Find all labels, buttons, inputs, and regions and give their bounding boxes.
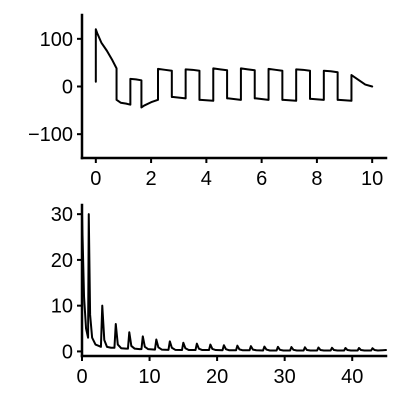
bottom-x-tick-label: 20 — [206, 366, 228, 388]
top-y-tick-label: −100 — [28, 124, 73, 146]
top-series-line-0 — [94, 28, 374, 109]
top-x-tick-label: 10 — [361, 168, 383, 190]
bottom-series-line-0 — [81, 213, 387, 352]
top-x-tick-label: 2 — [146, 168, 157, 190]
bottom-x-tick-label: 10 — [138, 366, 160, 388]
chart-top: 0 2 4 6 8 10 100 0 −100 — [28, 13, 388, 190]
bottom-y-tick-label: 0 — [62, 341, 73, 363]
bottom-y-tick-label: 30 — [51, 204, 73, 226]
chart-bottom: 0 10 20 30 40 30 20 10 0 — [51, 203, 388, 388]
bottom-x-tick-label: 30 — [274, 366, 296, 388]
top-x-tick-label: 4 — [201, 168, 212, 190]
top-x-tick-label: 0 — [90, 168, 101, 190]
bottom-y-tick-label: 20 — [51, 250, 73, 272]
top-y-tick-label: 0 — [62, 77, 73, 99]
top-x-tick-label: 8 — [311, 168, 322, 190]
bottom-x-tick-label: 0 — [76, 366, 87, 388]
top-x-tick-label: 6 — [256, 168, 267, 190]
top-y-tick-label: 100 — [40, 29, 73, 51]
bottom-y-tick-label: 10 — [51, 296, 73, 318]
bottom-x-tick-label: 40 — [341, 366, 363, 388]
